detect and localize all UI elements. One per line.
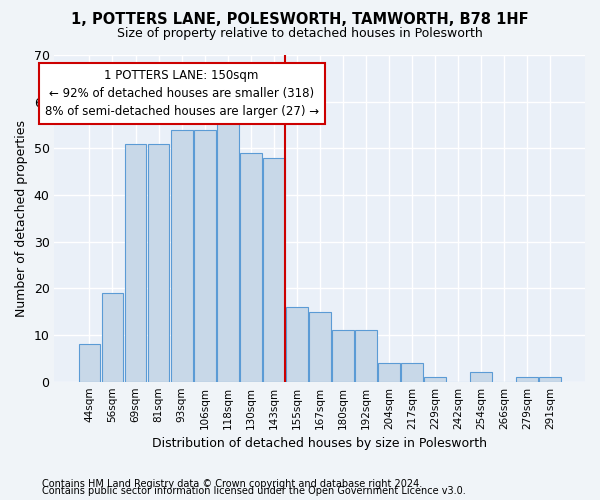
Text: 1, POTTERS LANE, POLESWORTH, TAMWORTH, B78 1HF: 1, POTTERS LANE, POLESWORTH, TAMWORTH, B… <box>71 12 529 28</box>
Bar <box>332 330 353 382</box>
Bar <box>125 144 146 382</box>
Bar <box>263 158 284 382</box>
Bar <box>240 153 262 382</box>
Bar <box>355 330 377 382</box>
Bar <box>516 377 538 382</box>
Bar <box>378 363 400 382</box>
Bar <box>170 130 193 382</box>
Text: Size of property relative to detached houses in Polesworth: Size of property relative to detached ho… <box>117 28 483 40</box>
Y-axis label: Number of detached properties: Number of detached properties <box>15 120 28 317</box>
Bar <box>79 344 100 382</box>
Text: Contains HM Land Registry data © Crown copyright and database right 2024.: Contains HM Land Registry data © Crown c… <box>42 479 422 489</box>
Bar <box>309 312 331 382</box>
Bar <box>424 377 446 382</box>
X-axis label: Distribution of detached houses by size in Polesworth: Distribution of detached houses by size … <box>152 437 487 450</box>
Bar <box>470 372 492 382</box>
Bar <box>539 377 561 382</box>
Bar <box>286 307 308 382</box>
Bar <box>101 293 124 382</box>
Text: Contains public sector information licensed under the Open Government Licence v3: Contains public sector information licen… <box>42 486 466 496</box>
Bar <box>217 111 239 382</box>
Bar <box>194 130 215 382</box>
Bar <box>148 144 169 382</box>
Bar <box>401 363 423 382</box>
Text: 1 POTTERS LANE: 150sqm
← 92% of detached houses are smaller (318)
8% of semi-det: 1 POTTERS LANE: 150sqm ← 92% of detached… <box>44 69 319 118</box>
